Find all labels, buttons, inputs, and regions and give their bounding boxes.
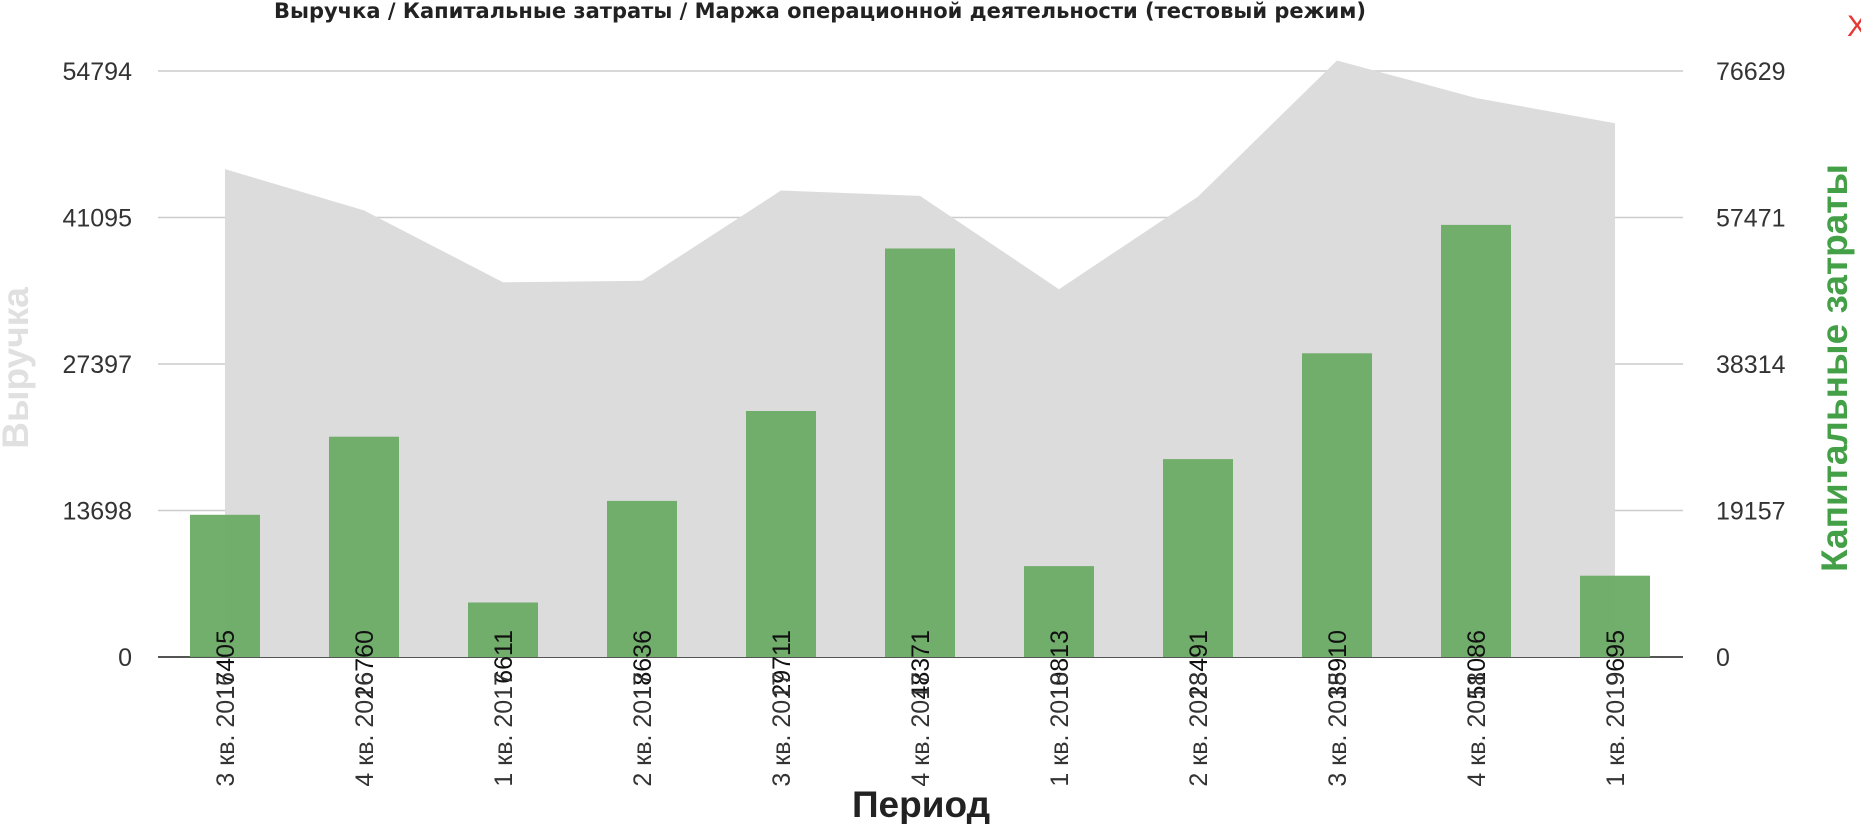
data-label: 26760 — [351, 630, 379, 700]
data-label: 35910 — [1324, 630, 1352, 700]
revenue-bar — [607, 500, 677, 657]
revenue-bar — [329, 436, 399, 657]
data-label: 9695 — [1602, 630, 1630, 686]
x-tick-label: 4 кв. 2018 — [1463, 672, 1491, 787]
left-tick-label: 0 — [118, 644, 132, 672]
x-tick-label: 4 кв. 2017 — [907, 672, 935, 787]
x-tick-label: 4 кв. 2016 — [351, 672, 379, 787]
right-tick-label: 76629 — [1716, 58, 1786, 86]
x-axis-ticks: 3 кв. 2016 4 кв. 2016 1 кв. 2017 2 кв. 2017… — [212, 672, 1630, 787]
revenue-bar — [190, 514, 260, 657]
right-tick-label: 19157 — [1716, 498, 1786, 526]
right-tick-label: 57471 — [1716, 205, 1786, 233]
x-tick-label: 2 кв. 2018 — [1185, 672, 1213, 787]
data-labels-layer: 17405 26760 6611 18636 29711 48371 10813 23491 3… — [212, 630, 1630, 700]
data-label: 6611 — [490, 630, 518, 684]
revenue-bar — [1302, 353, 1372, 657]
y-axis-right-title: Капитальные затраты — [1814, 164, 1855, 572]
x-tick-label: 3 кв. 2016 — [212, 672, 240, 787]
data-label: 23491 — [1185, 630, 1213, 700]
revenue-bar — [1580, 575, 1650, 657]
left-tick-label: 27397 — [62, 351, 132, 379]
x-axis-title: Период — [852, 784, 990, 824]
revenue-bar — [468, 602, 538, 657]
right-axis-ticks: 0 19157 38314 57471 76629 — [1716, 58, 1786, 672]
data-label: 10813 — [1046, 630, 1074, 700]
right-tick-label: 38314 — [1716, 351, 1786, 379]
x-tick-label: 2 кв. 2017 — [629, 672, 657, 787]
revenue-bar — [1441, 224, 1511, 657]
x-tick-label: 1 кв. 2017 — [490, 672, 518, 787]
data-label: 48371 — [907, 630, 935, 700]
data-label: 29711 — [768, 630, 796, 698]
data-label: 51086 — [1463, 630, 1491, 700]
revenue-bar — [1163, 459, 1233, 657]
revenue-bars-layer — [190, 224, 1650, 657]
revenue-bar — [746, 411, 816, 657]
chart-title: Выручка / Капитальные затраты / Маржа оп… — [274, 0, 1366, 23]
y-axis-left-title: Выручка — [0, 287, 36, 449]
right-tick-label: 0 — [1716, 644, 1730, 672]
data-label: 18636 — [629, 630, 657, 700]
x-tick-label: 3 кв. 2017 — [768, 672, 796, 787]
revenue-bar — [885, 248, 955, 657]
x-tick-label: 3 кв. 2018 — [1324, 672, 1352, 787]
left-tick-label: 13698 — [62, 498, 132, 526]
x-tick-label: 1 кв. 2018 — [1046, 672, 1074, 787]
data-label: 17405 — [212, 630, 240, 700]
left-tick-label: 54794 — [62, 58, 132, 86]
left-tick-label: 41095 — [62, 205, 132, 233]
close-button[interactable]: X — [1847, 10, 1861, 43]
x-tick-label: 1 кв. 2019 — [1602, 672, 1630, 787]
left-axis-ticks: 0 13698 27397 41095 54794 — [62, 58, 132, 672]
revenue-bar — [1024, 566, 1094, 657]
